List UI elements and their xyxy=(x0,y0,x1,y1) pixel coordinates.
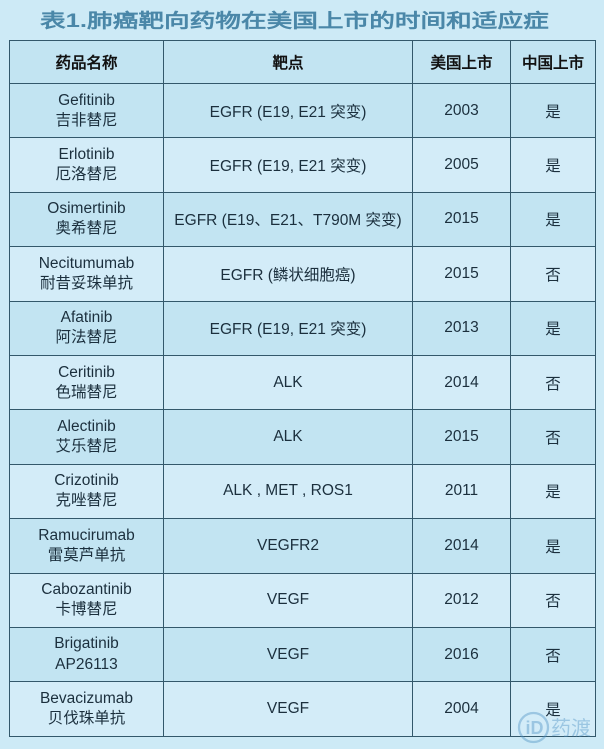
svg-text:药渡: 药渡 xyxy=(551,717,591,740)
svg-text:iD: iD xyxy=(526,718,544,738)
